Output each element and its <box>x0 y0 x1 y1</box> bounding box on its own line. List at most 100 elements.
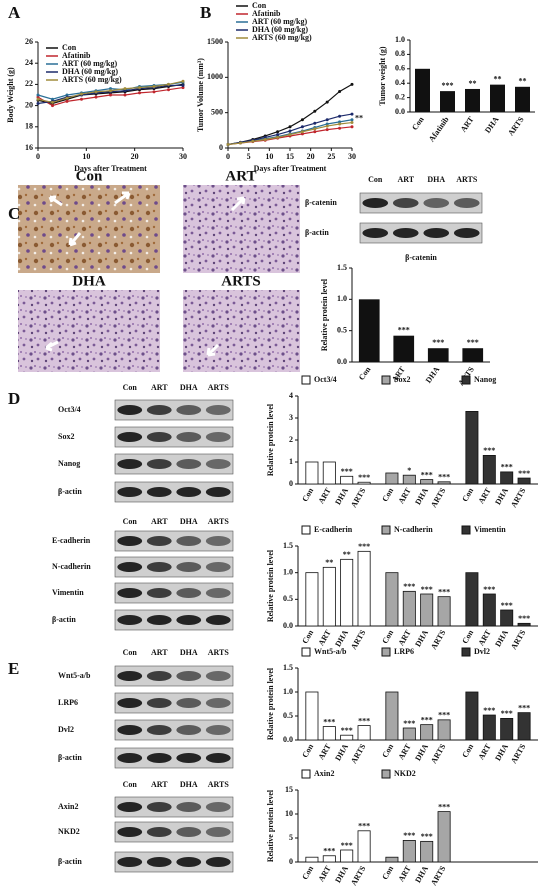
lane-label: Con <box>123 648 138 657</box>
panel-label: A <box>8 3 21 22</box>
lane-label: ART <box>151 383 168 392</box>
bar <box>465 88 480 112</box>
blot-band <box>117 487 143 497</box>
legend-label: Nanog <box>474 375 496 384</box>
blot-band <box>176 857 202 867</box>
lane-label: ART <box>397 175 414 184</box>
blot-row-label: Oct3/4 <box>58 405 81 414</box>
data-point <box>276 135 280 139</box>
blot-strip <box>114 747 234 769</box>
blot-band <box>146 671 172 681</box>
lane-label: Con <box>123 383 138 392</box>
x-tick-label: ARTS <box>509 486 528 509</box>
blot-band <box>392 228 419 238</box>
x-tick-label: Con <box>380 864 395 881</box>
data-point <box>167 88 170 92</box>
blot-band <box>453 228 480 238</box>
blot-strip <box>114 609 234 631</box>
significance: *** <box>518 469 530 478</box>
blot-row-label: Sox2 <box>58 432 74 441</box>
bar <box>420 840 434 863</box>
y-tick-label: 0.0 <box>337 357 347 366</box>
blot-strip <box>114 821 234 843</box>
significance: *** <box>341 726 353 735</box>
blot-row-label: β-actin <box>58 487 82 496</box>
significance: *** <box>501 601 513 610</box>
y-axis-title: Relative protein level <box>320 278 329 351</box>
data-point <box>288 133 292 137</box>
y-axis-title: Relative protein level <box>266 667 275 740</box>
bar <box>517 477 531 485</box>
ihc-image <box>18 290 160 372</box>
bar <box>322 461 336 485</box>
legend-label: Dvl2 <box>474 647 490 656</box>
blot-band <box>453 198 480 208</box>
bar <box>415 68 430 112</box>
data-point <box>325 118 329 122</box>
ihc-arrows <box>45 191 246 357</box>
blot-row-label: β-actin <box>58 753 82 762</box>
ihc-image <box>18 185 160 273</box>
blot-strip <box>114 692 234 714</box>
blot-band <box>205 698 231 708</box>
data-point <box>300 125 304 129</box>
significance: *** <box>438 473 450 482</box>
x-axis-title: Days after Treatment <box>74 164 147 173</box>
blot-band <box>117 405 143 415</box>
data-point <box>338 120 342 124</box>
y-tick-label: 0.4 <box>395 78 405 87</box>
blot-band <box>176 487 202 497</box>
x-tick-label: ART <box>397 486 413 505</box>
blot-band <box>176 536 202 546</box>
bar <box>402 727 416 741</box>
significance: *** <box>403 719 415 728</box>
significance: *** <box>403 831 415 840</box>
data-point <box>109 89 112 93</box>
data-point <box>300 132 304 136</box>
significance: ** <box>519 77 527 86</box>
blot-row-label: LRP6 <box>58 698 78 707</box>
bar <box>322 726 336 741</box>
blot-band <box>146 857 172 867</box>
legend-swatch <box>381 647 391 657</box>
x-tick-label: ARTS <box>349 864 368 887</box>
panel-label: C <box>8 204 20 223</box>
data-point <box>65 96 69 100</box>
data-point <box>65 99 69 103</box>
x-tick-label: DHA <box>413 486 430 506</box>
bar <box>500 471 514 485</box>
lane-label: ARTS <box>208 383 230 392</box>
x-tick-label: ART <box>477 742 493 761</box>
blot-band <box>423 228 450 238</box>
data-point <box>251 139 255 143</box>
bar <box>305 691 319 741</box>
legend-label: Con <box>62 43 77 52</box>
x-tick-label: 20 <box>131 152 139 161</box>
bar <box>393 335 415 362</box>
data-point <box>123 89 127 93</box>
blot-band <box>205 725 231 735</box>
significance: *** <box>421 715 433 724</box>
x-tick-label: DHA <box>493 628 510 648</box>
significance: *** <box>467 338 479 347</box>
legend-swatch <box>301 375 311 385</box>
x-tick-label: 20 <box>307 152 315 161</box>
legend-label: DHA (60 mg/kg) <box>62 67 118 76</box>
lane-label: ART <box>151 780 168 789</box>
data-point <box>152 85 156 89</box>
y-tick-label: 1.5 <box>283 541 293 550</box>
y-tick-label: 1 <box>289 457 293 466</box>
blot-band <box>362 198 389 208</box>
legend-label: NKD2 <box>394 769 416 778</box>
x-tick-label: ARTS <box>349 742 368 765</box>
bar <box>340 849 354 863</box>
x-tick-label: Con <box>410 115 426 132</box>
bar <box>385 572 399 627</box>
bar <box>517 622 531 627</box>
bar <box>305 856 319 863</box>
blot-strip <box>359 192 483 214</box>
y-tick-label: 1.0 <box>395 35 405 44</box>
bar <box>305 572 319 627</box>
y-tick-label: 0.8 <box>395 49 405 58</box>
